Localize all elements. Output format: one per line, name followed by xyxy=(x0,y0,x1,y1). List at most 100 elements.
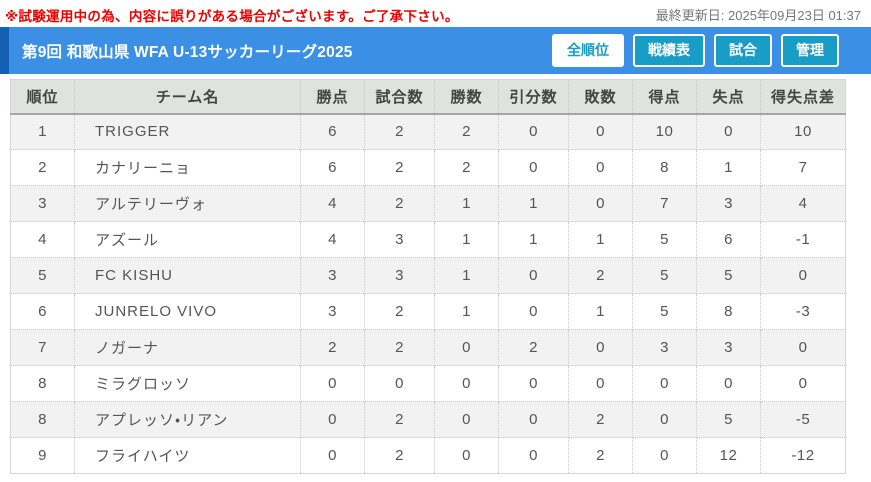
header-tab-buttons: 全順位 戦績表 試合 管理 xyxy=(552,34,839,67)
rank-cell: 4 xyxy=(10,221,75,258)
goal_diff-cell: 0 xyxy=(760,329,846,366)
goals_against-cell: 3 xyxy=(696,329,761,366)
table-row: 3 アルテリーヴォ 4 2 1 1 0 7 3 4 xyxy=(10,185,846,222)
goals_for-cell: 5 xyxy=(632,221,697,258)
goals_against-cell: 5 xyxy=(696,401,761,438)
goals_for-cell: 5 xyxy=(632,257,697,294)
team-name-cell: TRIGGER xyxy=(74,113,301,150)
games-cell: 3 xyxy=(364,221,435,258)
losses-cell: 1 xyxy=(568,293,633,330)
goals_for-cell: 0 xyxy=(632,437,697,474)
games-cell: 3 xyxy=(364,257,435,294)
goals_against-cell: 12 xyxy=(696,437,761,474)
team-name-cell: アズール xyxy=(74,221,301,258)
points-cell: 4 xyxy=(300,185,365,222)
wins-cell: 1 xyxy=(434,221,499,258)
tab-results-grid[interactable]: 戦績表 xyxy=(633,34,705,67)
column-header-9: 得失点差 xyxy=(760,79,846,115)
draws-cell: 0 xyxy=(498,149,569,186)
goals_against-cell: 6 xyxy=(696,221,761,258)
column-header-4: 勝数 xyxy=(434,79,499,115)
goals_against-cell: 0 xyxy=(696,365,761,402)
draws-cell: 0 xyxy=(498,257,569,294)
rank-cell: 8 xyxy=(10,365,75,402)
wins-cell: 1 xyxy=(434,257,499,294)
goal_diff-cell: 0 xyxy=(760,365,846,402)
table-row: 5 FC KISHU 3 3 1 0 2 5 5 0 xyxy=(10,257,846,294)
last-updated-text: 最終更新日: 2025年09月23日 01:37 xyxy=(655,8,861,23)
losses-cell: 0 xyxy=(568,185,633,222)
column-header-3: 試合数 xyxy=(364,79,435,115)
goals_against-cell: 1 xyxy=(696,149,761,186)
goals_for-cell: 3 xyxy=(632,329,697,366)
column-header-2: 勝点 xyxy=(300,79,365,115)
rank-cell: 3 xyxy=(10,185,75,222)
points-cell: 2 xyxy=(300,329,365,366)
goals_for-cell: 8 xyxy=(632,149,697,186)
trial-notice-text: ※試験運用中の為、内容に誤りがある場合がございます。ご了承下さい。 xyxy=(5,9,459,24)
rank-cell: 6 xyxy=(10,293,75,330)
tab-admin[interactable]: 管理 xyxy=(781,34,839,67)
column-header-7: 得点 xyxy=(632,79,697,115)
losses-cell: 0 xyxy=(568,113,633,150)
wins-cell: 2 xyxy=(434,113,499,150)
points-cell: 6 xyxy=(300,149,365,186)
tab-all-rankings[interactable]: 全順位 xyxy=(552,34,624,67)
rank-cell: 7 xyxy=(10,329,75,366)
wins-cell: 1 xyxy=(434,185,499,222)
column-header-6: 敗数 xyxy=(568,79,633,115)
losses-cell: 1 xyxy=(568,221,633,258)
games-cell: 2 xyxy=(364,329,435,366)
table-row: 4 アズール 4 3 1 1 1 5 6 -1 xyxy=(10,221,846,258)
standings-body: 1 TRIGGER 6 2 2 0 0 10 0 10 2 カナリーニョ 6 2 2 0 0 8 1 7 3 アルテリーヴ… xyxy=(10,113,846,474)
goal_diff-cell: -1 xyxy=(760,221,846,258)
rank-cell: 9 xyxy=(10,437,75,474)
points-cell: 4 xyxy=(300,221,365,258)
goal_diff-cell: -3 xyxy=(760,293,846,330)
page-title: 第9回 和歌山県 WFA U-13サッカーリーグ2025 xyxy=(22,43,353,61)
rank-cell: 8 xyxy=(10,401,75,438)
wins-cell: 1 xyxy=(434,293,499,330)
goal_diff-cell: 10 xyxy=(760,113,846,150)
goals_for-cell: 0 xyxy=(632,365,697,402)
table-row: 1 TRIGGER 6 2 2 0 0 10 0 10 xyxy=(10,113,846,150)
draws-cell: 0 xyxy=(498,113,569,150)
games-cell: 2 xyxy=(364,149,435,186)
losses-cell: 2 xyxy=(568,437,633,474)
losses-cell: 2 xyxy=(568,257,633,294)
losses-cell: 0 xyxy=(568,365,633,402)
tab-matches[interactable]: 試合 xyxy=(714,34,772,67)
goal_diff-cell: 7 xyxy=(760,149,846,186)
draws-cell: 0 xyxy=(498,401,569,438)
goals_against-cell: 8 xyxy=(696,293,761,330)
goals_against-cell: 3 xyxy=(696,185,761,222)
top-bar: ※試験運用中の為、内容に誤りがある場合がございます。ご了承下さい。 最終更新日:… xyxy=(0,0,871,27)
column-header-5: 引分数 xyxy=(498,79,569,115)
table-row: 8 ミラグロッソ 0 0 0 0 0 0 0 0 xyxy=(10,365,846,402)
games-cell: 2 xyxy=(364,401,435,438)
table-row: 2 カナリーニョ 6 2 2 0 0 8 1 7 xyxy=(10,149,846,186)
goal_diff-cell: 4 xyxy=(760,185,846,222)
team-name-cell: フライハイツ xyxy=(74,437,301,474)
team-name-cell: カナリーニョ xyxy=(74,149,301,186)
team-name-cell: ノガーナ xyxy=(74,329,301,366)
standings-table-wrap: 順位 チーム名 勝点 試合数 勝数 引分数 敗数 得点 失点 得失点差 1 TRIGGER 6 2 2 0 0… xyxy=(10,79,846,474)
games-cell: 2 xyxy=(364,113,435,150)
column-header-1: チーム名 xyxy=(74,79,301,115)
standings-header-row: 順位 チーム名 勝点 試合数 勝数 引分数 敗数 得点 失点 得失点差 xyxy=(10,79,846,115)
wins-cell: 2 xyxy=(434,149,499,186)
rank-cell: 5 xyxy=(10,257,75,294)
losses-cell: 2 xyxy=(568,401,633,438)
column-header-0: 順位 xyxy=(10,79,75,115)
wins-cell: 0 xyxy=(434,365,499,402)
table-row: 6 JUNRELO VIVO 3 2 1 0 1 5 8 -3 xyxy=(10,293,846,330)
goal_diff-cell: 0 xyxy=(760,257,846,294)
goals_for-cell: 10 xyxy=(632,113,697,150)
points-cell: 0 xyxy=(300,365,365,402)
points-cell: 3 xyxy=(300,293,365,330)
team-name-cell: FC KISHU xyxy=(74,257,301,294)
games-cell: 0 xyxy=(364,365,435,402)
rank-cell: 1 xyxy=(10,113,75,150)
draws-cell: 0 xyxy=(498,365,569,402)
losses-cell: 0 xyxy=(568,149,633,186)
